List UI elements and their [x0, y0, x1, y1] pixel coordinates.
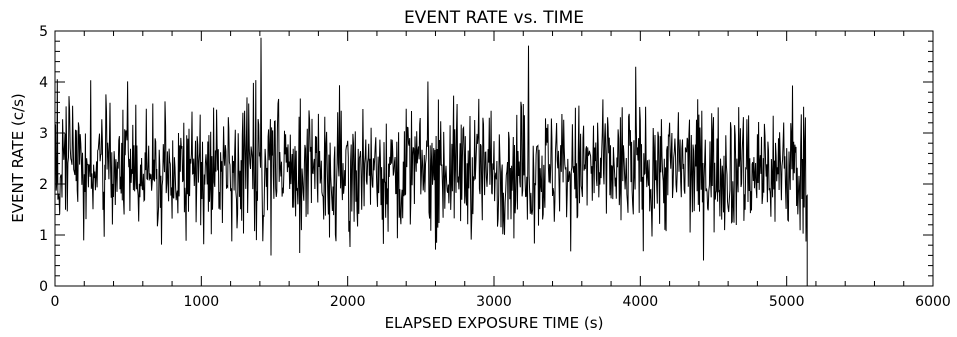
- chart-title: EVENT RATE vs. TIME: [404, 8, 584, 28]
- y-tick-label: 3: [39, 126, 48, 142]
- x-tick-label: 2000: [330, 294, 366, 310]
- x-tick-label: 0: [51, 294, 60, 310]
- x-tick-label: 4000: [623, 294, 659, 310]
- y-tick-label: 4: [39, 75, 48, 91]
- y-tick-label: 5: [39, 24, 48, 40]
- x-tick-label: 1000: [184, 294, 220, 310]
- x-tick-label: 6000: [915, 294, 951, 310]
- x-tick-label: 3000: [476, 294, 512, 310]
- y-tick-label: 0: [39, 279, 48, 295]
- event-rate-series-line: [54, 37, 808, 286]
- tick-labels: 0 1000 2000 3000 4000 5000 6000 0 1 2 3 4 5: [39, 24, 951, 310]
- y-axis-title: EVENT RATE (c/s): [9, 93, 27, 223]
- x-axis-title: ELAPSED EXPOSURE TIME (s): [385, 314, 604, 332]
- y-tick-label: 2: [39, 177, 48, 193]
- y-tick-label: 1: [39, 228, 48, 244]
- x-tick-label: 5000: [769, 294, 805, 310]
